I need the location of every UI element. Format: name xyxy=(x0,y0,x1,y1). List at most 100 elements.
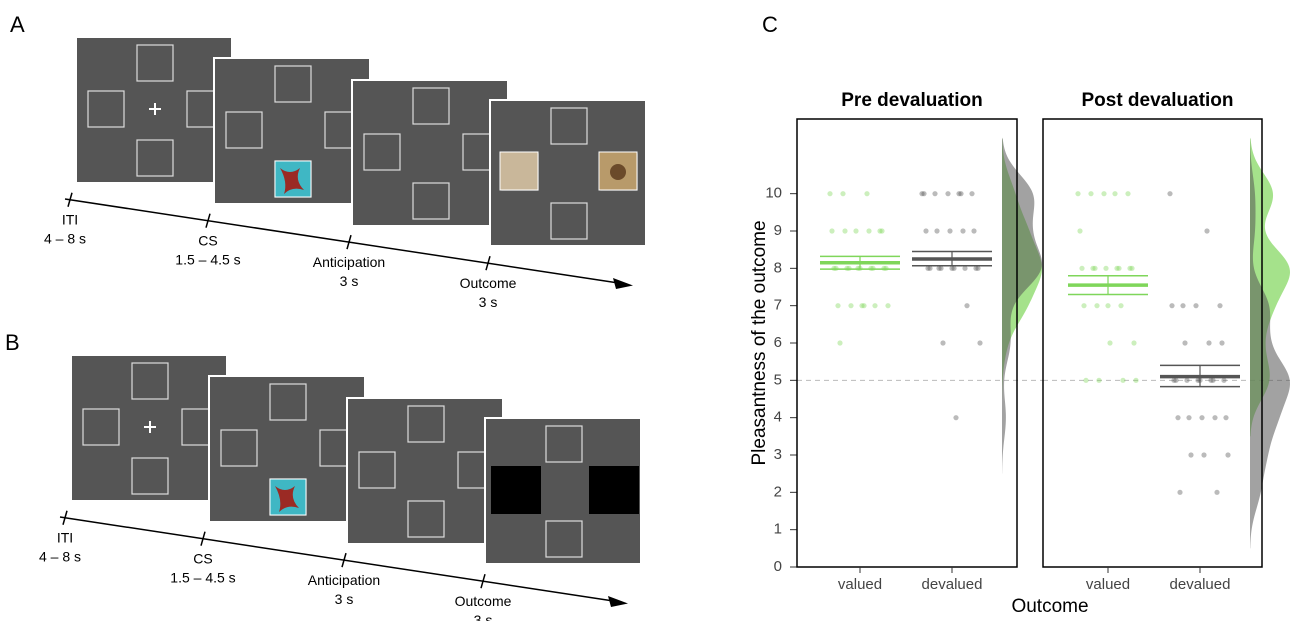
data-point xyxy=(885,303,891,309)
data-point xyxy=(861,303,867,309)
y-tick-label: 2 xyxy=(774,483,782,500)
outcome-detail xyxy=(610,164,626,180)
data-point xyxy=(1125,191,1131,197)
data-point xyxy=(956,191,962,197)
data-point xyxy=(1204,228,1210,234)
outcome-black xyxy=(589,466,639,514)
data-point xyxy=(1118,303,1124,309)
x-tick-label: valued xyxy=(838,576,882,593)
placeholder-square xyxy=(136,139,174,177)
data-point xyxy=(962,265,968,271)
step-name: Anticipation xyxy=(308,572,380,588)
timeline-tick xyxy=(485,255,491,271)
density xyxy=(1002,137,1042,474)
timeline-tick xyxy=(67,192,73,207)
data-point xyxy=(1173,377,1179,383)
data-point xyxy=(1175,415,1181,421)
data-point xyxy=(1201,452,1207,458)
data-point xyxy=(951,265,957,271)
timeline-tick xyxy=(480,573,486,589)
data-point xyxy=(1193,303,1199,309)
data-point xyxy=(971,228,977,234)
fixation-cross xyxy=(149,103,161,115)
data-point xyxy=(938,265,944,271)
y-axis-title: Pleasantness of the outcome xyxy=(749,220,770,465)
timeline-arrow xyxy=(613,278,633,289)
y-tick-label: 6 xyxy=(774,334,782,351)
data-point xyxy=(1180,303,1186,309)
step-name: Outcome xyxy=(455,593,512,609)
timeline-arrow xyxy=(608,596,628,607)
step-name: ITI xyxy=(57,529,73,545)
data-point xyxy=(921,191,927,197)
data-point xyxy=(872,303,878,309)
step-name: CS xyxy=(193,550,212,566)
step-name: Anticipation xyxy=(313,254,385,270)
timeline-tick xyxy=(62,510,68,525)
outcome-image xyxy=(499,151,539,191)
placeholder-square xyxy=(545,425,583,463)
placeholder-square xyxy=(363,133,401,171)
data-point xyxy=(1206,340,1212,346)
data-point xyxy=(1221,377,1227,383)
y-tick-label: 10 xyxy=(765,185,782,202)
data-point xyxy=(1101,191,1107,197)
data-point xyxy=(866,228,872,234)
placeholder-square xyxy=(412,182,450,220)
data-point xyxy=(1129,265,1135,271)
y-tick-label: 3 xyxy=(774,446,782,463)
facet-frame xyxy=(796,118,1018,568)
placeholder-square xyxy=(550,202,588,240)
data-point xyxy=(1225,452,1231,458)
data-point xyxy=(973,265,979,271)
placeholder-square xyxy=(269,383,307,421)
step-duration: 3 s xyxy=(479,294,498,310)
cs-image xyxy=(269,478,307,516)
step-duration: 3 s xyxy=(335,591,354,607)
step-name: Outcome xyxy=(460,275,517,291)
data-point xyxy=(1184,377,1190,383)
data-point xyxy=(947,228,953,234)
placeholder-square xyxy=(82,408,120,446)
data-point xyxy=(949,265,955,271)
data-point xyxy=(1182,340,1188,346)
data-point xyxy=(864,191,870,197)
panel-label: A xyxy=(10,12,25,37)
y-tick-label: 1 xyxy=(774,521,782,538)
data-point xyxy=(1208,377,1214,383)
placeholder-square xyxy=(136,44,174,82)
data-point xyxy=(1212,415,1218,421)
data-point xyxy=(927,265,933,271)
density xyxy=(1250,137,1290,549)
step-duration: 4 – 8 s xyxy=(39,548,81,564)
data-point xyxy=(936,265,942,271)
x-axis-title: Outcome xyxy=(1011,596,1088,617)
data-point xyxy=(848,303,854,309)
facet-title: Post devaluation xyxy=(1081,90,1233,111)
y-tick-label: 4 xyxy=(774,409,782,426)
data-point xyxy=(1186,415,1192,421)
cs-pattern xyxy=(275,486,299,512)
screen xyxy=(346,397,504,545)
data-point xyxy=(1167,191,1173,197)
x-tick-label: devalued xyxy=(922,576,983,593)
y-tick-label: 5 xyxy=(774,371,782,388)
placeholder-square xyxy=(412,87,450,125)
data-point xyxy=(923,228,929,234)
placeholder-square xyxy=(407,405,445,443)
data-point xyxy=(964,303,970,309)
data-point xyxy=(1210,377,1216,383)
step-duration: 3 s xyxy=(340,273,359,289)
data-point xyxy=(1107,340,1113,346)
data-point xyxy=(1131,340,1137,346)
data-point xyxy=(1171,377,1177,383)
timeline-tick xyxy=(346,234,352,250)
data-point xyxy=(919,191,925,197)
timeline-tick xyxy=(341,552,347,568)
step-name: ITI xyxy=(62,211,78,227)
timeline-tick xyxy=(200,531,206,546)
data-point xyxy=(1214,489,1220,495)
y-tick-label: 9 xyxy=(774,222,782,239)
data-point xyxy=(1112,191,1118,197)
